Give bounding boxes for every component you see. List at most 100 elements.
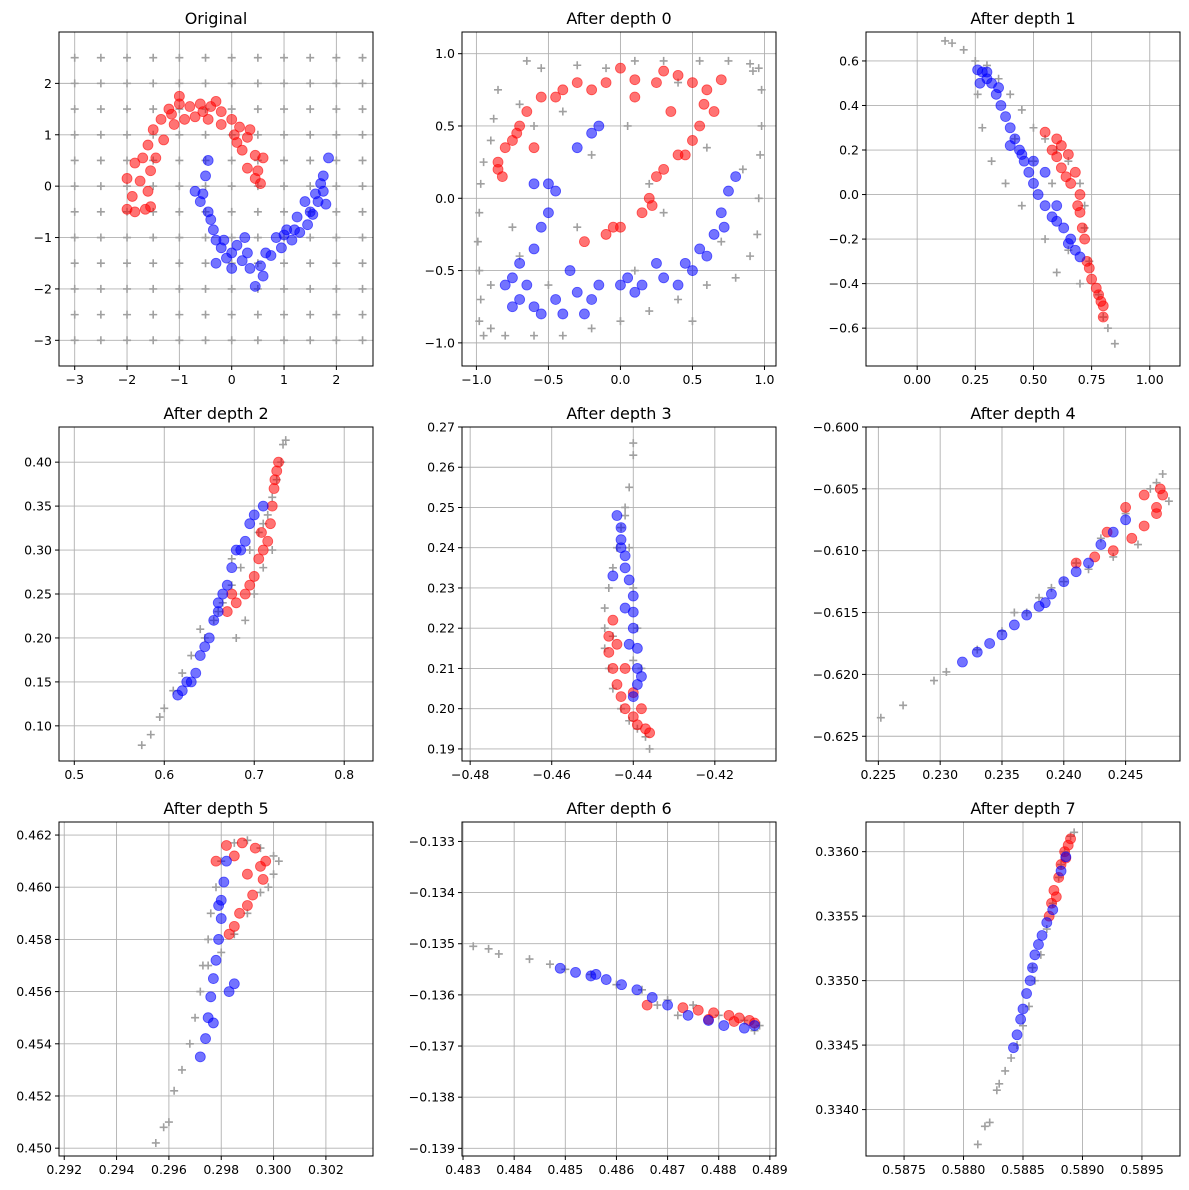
x-tick-label: 0.294 <box>99 1162 135 1177</box>
plus-marker <box>280 310 289 319</box>
plus-marker <box>70 182 79 191</box>
plus-marker <box>1164 497 1173 506</box>
plus-marker <box>175 130 184 139</box>
circle-marker <box>579 308 590 320</box>
plus-marker <box>1158 470 1167 479</box>
circle-marker <box>971 646 983 658</box>
plus-marker <box>486 324 495 333</box>
circle-marker <box>255 860 266 872</box>
plus-marker <box>151 1138 160 1147</box>
circle-marker <box>139 203 151 215</box>
plus-marker <box>70 156 79 165</box>
plus-marker <box>738 165 747 174</box>
circle-marker <box>1079 233 1091 245</box>
circle-marker <box>166 108 177 120</box>
y-tick-label: 0.450 <box>16 1141 52 1156</box>
plus-marker <box>757 121 766 130</box>
y-tick-label: 0.0 <box>839 187 859 202</box>
circle-marker <box>1138 489 1150 501</box>
circle-marker <box>189 111 201 123</box>
circle-marker <box>1015 1013 1027 1025</box>
x-tick-label: 0.487 <box>650 1162 686 1177</box>
circle-marker <box>200 170 211 182</box>
plus-marker <box>196 625 205 634</box>
circle-marker <box>255 260 266 272</box>
plus-marker <box>187 651 196 660</box>
plus-marker <box>149 233 158 242</box>
plus-marker <box>673 1011 682 1020</box>
circle-marker <box>199 641 211 653</box>
circle-marker <box>528 243 540 255</box>
circle-marker <box>590 969 602 980</box>
x-tick-label: 0.488 <box>701 1162 737 1177</box>
circle-marker <box>223 986 235 998</box>
circle-marker <box>499 279 511 291</box>
circle-marker <box>1029 949 1041 961</box>
y-tick-label: −0.138 <box>409 1090 455 1105</box>
plus-marker <box>525 955 534 964</box>
circle-marker <box>1074 189 1086 200</box>
plus-marker <box>604 583 613 592</box>
circle-marker <box>147 124 159 136</box>
plus-marker <box>253 310 262 319</box>
circle-marker <box>571 77 583 89</box>
x-tick-label: −1 <box>170 372 188 387</box>
circle-marker <box>615 62 626 74</box>
circle-marker <box>1027 962 1038 974</box>
circle-marker <box>600 974 612 985</box>
axes-frame <box>865 821 1181 1157</box>
circle-marker <box>194 650 206 661</box>
circle-marker <box>672 69 684 81</box>
circle-marker <box>623 638 635 650</box>
circle-marker <box>210 95 222 107</box>
x-tick-label: −3 <box>65 372 83 387</box>
subplot-title: Original <box>185 9 248 28</box>
circle-marker <box>616 979 627 991</box>
y-tick-label: 0.25 <box>24 587 52 602</box>
x-tick-label: 0.5890 <box>1061 1162 1105 1177</box>
circle-marker <box>1021 988 1032 999</box>
x-tick-label: −0.42 <box>696 767 734 782</box>
circle-marker <box>1065 833 1076 845</box>
plus-marker <box>96 310 105 319</box>
plus-marker <box>280 182 289 191</box>
circle-marker <box>273 456 284 468</box>
x-tick-label: 0.225 <box>860 767 896 782</box>
plot-area <box>876 470 1173 722</box>
circle-marker <box>179 113 191 125</box>
plot-area <box>600 439 655 753</box>
plus-marker <box>530 331 539 340</box>
plus-marker <box>123 79 132 88</box>
plus-marker <box>70 284 79 293</box>
plus-marker <box>123 130 132 139</box>
plus-marker <box>306 130 315 139</box>
circle-marker <box>1028 155 1039 167</box>
plus-marker <box>70 310 79 319</box>
circle-marker <box>1126 532 1138 544</box>
circle-marker <box>701 84 713 96</box>
plus-marker <box>164 1118 173 1127</box>
y-tick-label: 0.26 <box>427 460 455 475</box>
x-tick-label: 0.0 <box>610 372 630 387</box>
axes-frame <box>58 426 374 762</box>
plus-marker <box>280 284 289 293</box>
plus-marker <box>573 61 582 70</box>
circle-marker <box>511 127 523 139</box>
circle-marker <box>137 152 149 164</box>
circle-marker <box>619 703 631 715</box>
circle-marker <box>603 630 615 642</box>
circle-marker <box>672 279 684 291</box>
circle-marker <box>239 535 251 547</box>
circle-marker <box>550 91 562 103</box>
x-tick-label: −0.44 <box>614 767 652 782</box>
circle-marker <box>239 232 251 243</box>
circle-marker <box>1060 171 1072 183</box>
circle-marker <box>658 272 670 284</box>
circle-marker <box>619 562 631 574</box>
circle-marker <box>543 207 554 219</box>
y-tick-label: 0.23 <box>427 580 455 595</box>
plus-marker <box>1017 201 1026 210</box>
circle-marker <box>210 257 222 269</box>
subplot-title: After depth 0 <box>566 9 671 28</box>
circle-marker <box>528 178 540 190</box>
